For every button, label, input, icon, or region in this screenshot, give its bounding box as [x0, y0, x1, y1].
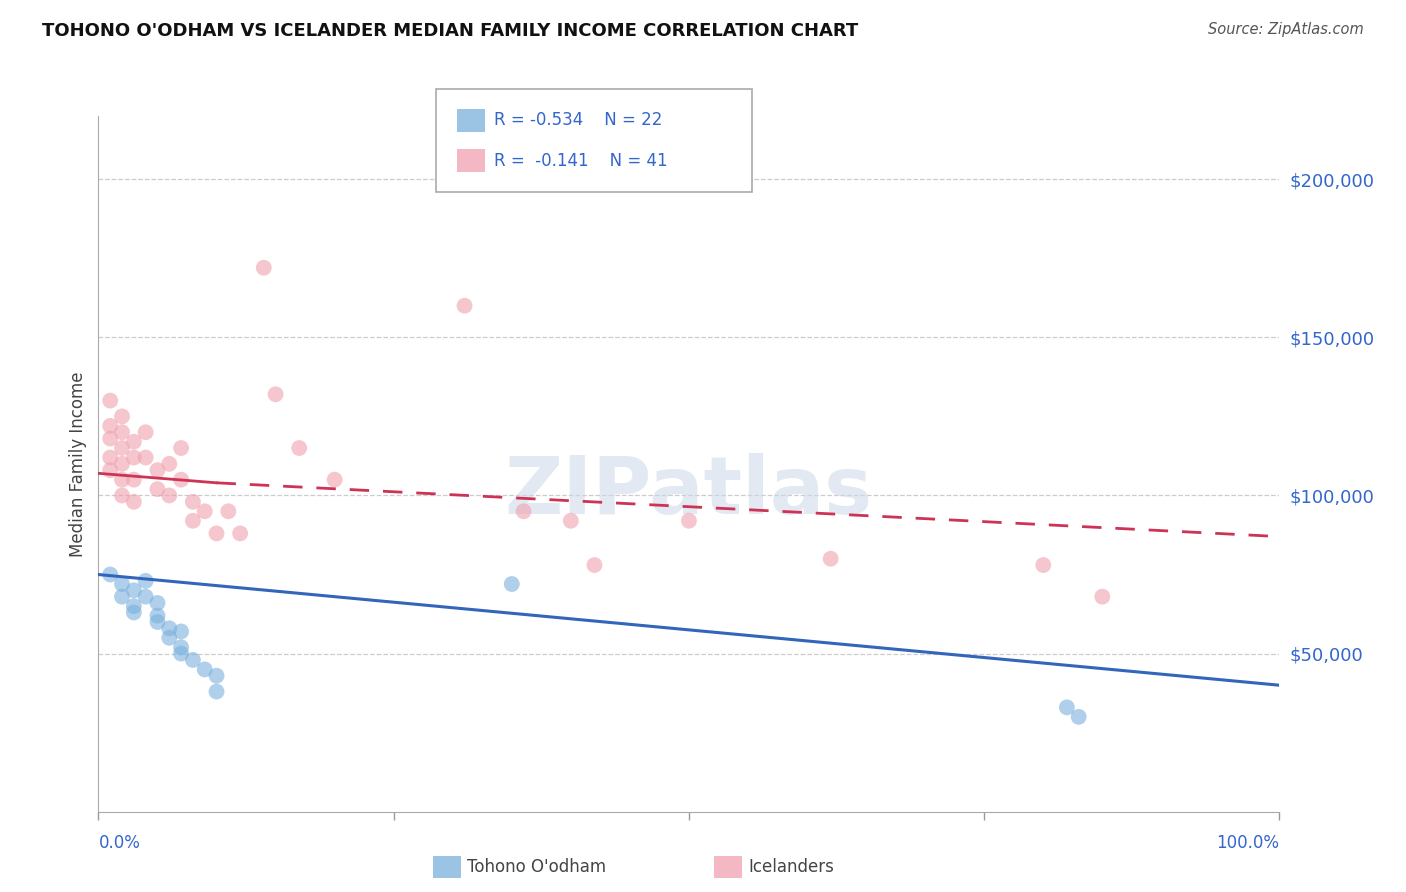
Point [181, 653, 204, 667]
Point [1032, 558, 1054, 572]
Text: 100.0%: 100.0% [1216, 834, 1279, 852]
Text: Tohono O'odham: Tohono O'odham [467, 858, 606, 876]
Point [146, 463, 169, 477]
Point [560, 514, 582, 528]
Text: 0.0%: 0.0% [98, 834, 141, 852]
Point [323, 473, 346, 487]
Point [122, 606, 145, 620]
Point [157, 631, 180, 645]
Point [98, 567, 121, 582]
Point [111, 488, 134, 502]
Point [820, 551, 842, 566]
Point [122, 434, 145, 449]
Point [111, 590, 134, 604]
Point [146, 615, 169, 629]
Point [122, 599, 145, 614]
Point [122, 473, 145, 487]
Point [194, 504, 217, 518]
Point [512, 504, 534, 518]
Point [1091, 590, 1114, 604]
Point [122, 495, 145, 509]
Point [170, 647, 193, 661]
Point [146, 596, 169, 610]
Point [205, 684, 228, 698]
Point [229, 526, 252, 541]
Point [181, 495, 204, 509]
Point [217, 504, 239, 518]
Point [288, 441, 311, 455]
Point [170, 473, 193, 487]
Text: R = -0.534    N = 22: R = -0.534 N = 22 [494, 112, 662, 129]
Point [205, 669, 228, 683]
Point [253, 260, 276, 275]
Point [146, 482, 169, 496]
Point [170, 441, 193, 455]
Point [157, 621, 180, 635]
Point [194, 662, 217, 676]
Point [135, 590, 157, 604]
Point [170, 624, 193, 639]
Point [98, 450, 121, 465]
Point [122, 583, 145, 598]
Point [135, 450, 157, 465]
Point [157, 457, 180, 471]
Point [501, 577, 523, 591]
Point [146, 608, 169, 623]
Y-axis label: Median Family Income: Median Family Income [69, 371, 87, 557]
Point [181, 514, 204, 528]
Text: ZIPatlas: ZIPatlas [505, 452, 873, 531]
Point [98, 432, 121, 446]
Point [264, 387, 287, 401]
Point [1056, 700, 1078, 714]
Point [111, 473, 134, 487]
Text: TOHONO O'ODHAM VS ICELANDER MEDIAN FAMILY INCOME CORRELATION CHART: TOHONO O'ODHAM VS ICELANDER MEDIAN FAMIL… [42, 22, 859, 40]
Point [98, 418, 121, 433]
Point [135, 574, 157, 588]
Point [170, 640, 193, 655]
Point [98, 393, 121, 408]
Point [678, 514, 700, 528]
Point [157, 488, 180, 502]
Point [111, 441, 134, 455]
Point [111, 409, 134, 424]
Point [122, 450, 145, 465]
Point [205, 526, 228, 541]
Point [111, 425, 134, 440]
Point [98, 463, 121, 477]
Point [135, 425, 157, 440]
Point [453, 299, 475, 313]
Point [583, 558, 606, 572]
Point [111, 577, 134, 591]
Text: R =  -0.141    N = 41: R = -0.141 N = 41 [494, 152, 666, 169]
Point [111, 457, 134, 471]
Text: Source: ZipAtlas.com: Source: ZipAtlas.com [1208, 22, 1364, 37]
Text: Icelanders: Icelanders [748, 858, 834, 876]
Point [1067, 710, 1090, 724]
